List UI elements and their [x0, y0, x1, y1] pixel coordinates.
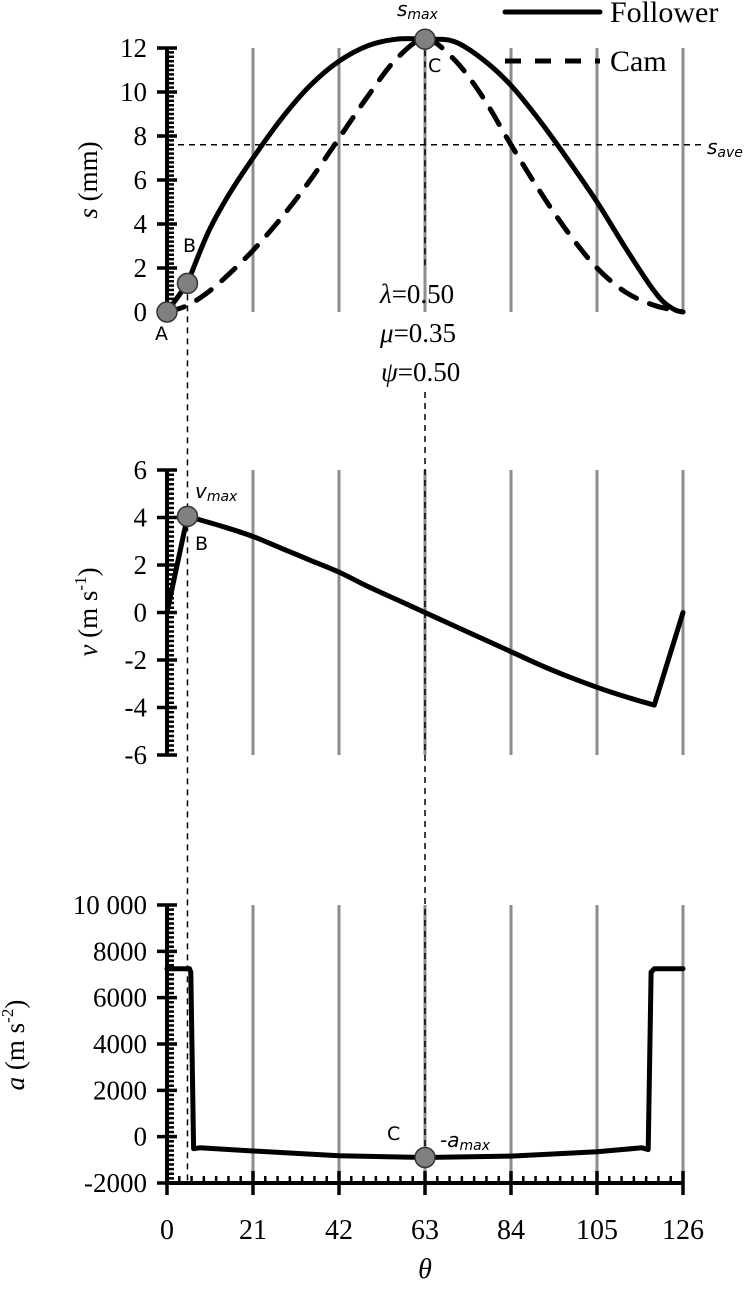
- x-tick-label: 21: [239, 1215, 267, 1246]
- s-max-label: smax: [397, 0, 439, 23]
- y-tick-label: 4000: [93, 1029, 147, 1059]
- grid-layer: [251, 48, 685, 1183]
- y-tick-label: 0: [134, 297, 148, 327]
- x-tick-label: 105: [576, 1215, 618, 1246]
- a-axis-label: a (m s-2): [0, 1000, 30, 1091]
- point-c-marker: [414, 28, 436, 50]
- y-tick-label: 12: [120, 33, 147, 63]
- y-tick-label: -4: [125, 693, 148, 723]
- y-tick-label: 6: [134, 165, 148, 195]
- point-b-marker: [176, 272, 199, 295]
- param-mu: μ=0.35: [379, 318, 456, 348]
- marker-layer: [156, 28, 436, 1169]
- y-tick-label: -2000: [84, 1168, 147, 1198]
- v-max-label: vmax: [195, 479, 238, 505]
- param-lambda: λ=0.50: [379, 279, 454, 309]
- y-tick-label: 4: [134, 503, 148, 533]
- v-axis-label: v (m s-1): [71, 567, 103, 656]
- legend-cam-label: Cam: [610, 45, 667, 78]
- series-cam-displacement: [164, 36, 686, 315]
- y-tick-label: 0: [134, 598, 148, 628]
- point-b-velocity-label: B: [195, 533, 208, 555]
- theta-axis-label: θ: [418, 1254, 432, 1285]
- series-follower-displacement: [164, 36, 686, 315]
- point-a-label: A: [155, 323, 168, 345]
- y-tick-label: 6: [134, 455, 148, 485]
- y-tick-label: 0: [134, 1122, 148, 1152]
- x-tick-label: 63: [411, 1215, 439, 1246]
- y-tick-label: 6000: [93, 983, 147, 1013]
- y-tick-label: 10 000: [73, 890, 147, 920]
- y-tick-label: 4: [134, 209, 148, 239]
- param-psi: ψ=0.50: [381, 357, 460, 387]
- point-c-marker: [414, 1146, 436, 1169]
- x-tick-label: 0: [160, 1215, 174, 1246]
- y-tick-label: 10: [120, 77, 147, 107]
- y-tick-label: 2000: [93, 1075, 147, 1105]
- x-tick-label: 126: [662, 1215, 704, 1246]
- point-b-label: B: [183, 235, 196, 257]
- series-follower-velocity: [164, 513, 686, 708]
- y-tick-label: 8: [134, 121, 148, 151]
- axis-layer: [157, 46, 685, 1195]
- guide-lines: [167, 39, 705, 1183]
- point-b-marker: [176, 505, 199, 528]
- s-axis-label: s (mm): [73, 141, 103, 218]
- s-ave-label: save: [707, 135, 743, 161]
- y-tick-label: 8000: [93, 936, 147, 966]
- a-max-label: -amax: [440, 1128, 491, 1154]
- x-tick-label: 42: [325, 1215, 353, 1246]
- x-tick-label: 84: [497, 1215, 525, 1246]
- y-tick-label: -2: [125, 645, 148, 675]
- y-tick-label: 2: [134, 253, 148, 283]
- legend-follower-label: Follower: [610, 0, 718, 29]
- y-tick-label: 2: [134, 550, 148, 580]
- point-a-marker: [156, 301, 178, 323]
- point-c-accel-label: C: [387, 1123, 400, 1145]
- y-tick-label: -6: [125, 740, 148, 770]
- point-c-label: C: [428, 55, 441, 77]
